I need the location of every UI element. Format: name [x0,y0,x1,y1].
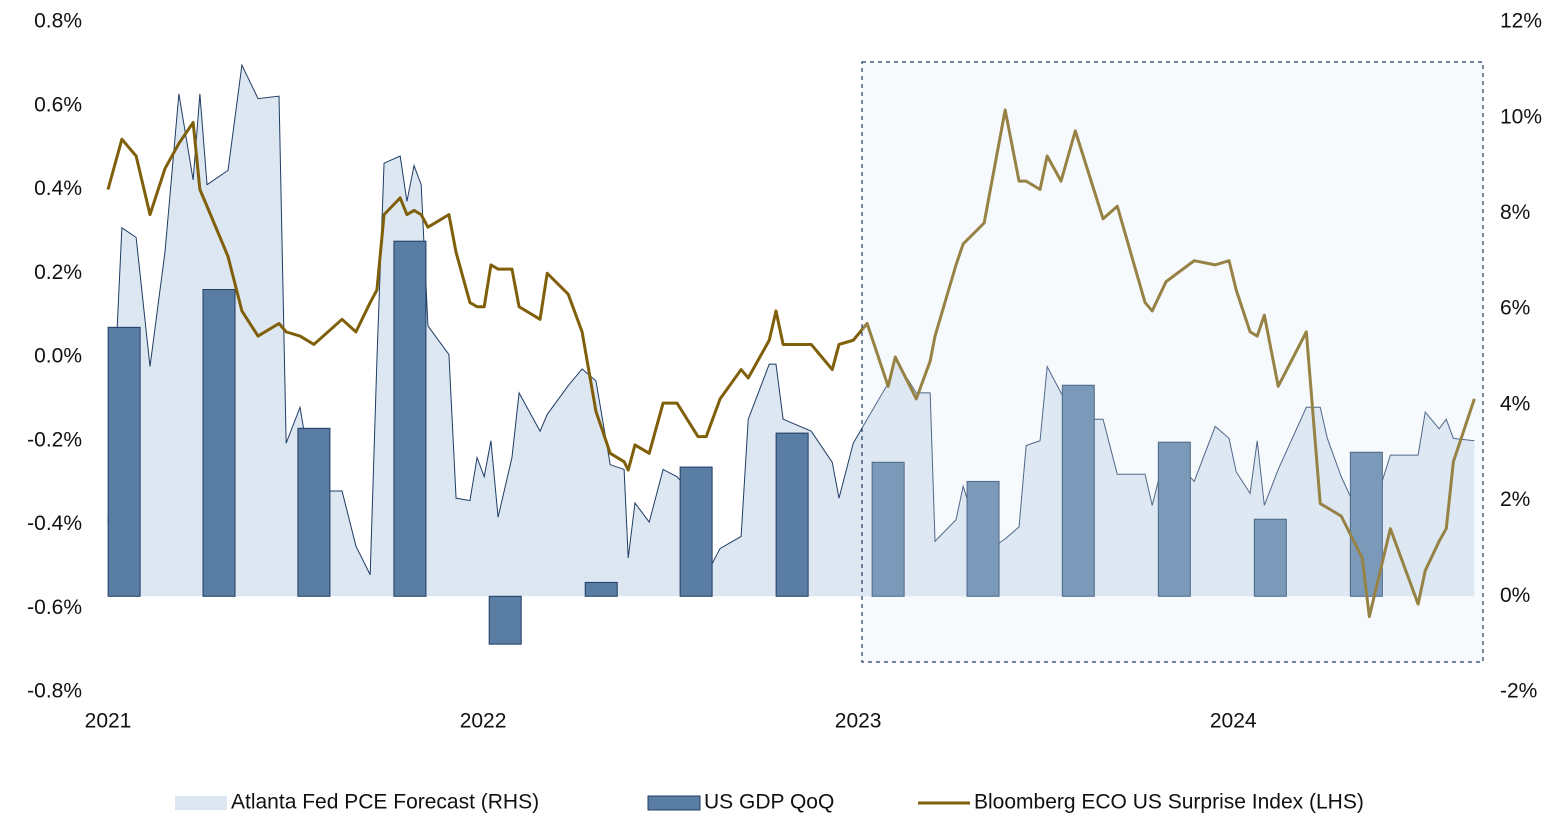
x-tick-label: 2022 [460,710,507,733]
y2-tick-label: 2% [1500,488,1530,511]
y2-tick-label: 8% [1500,201,1530,224]
bar [775,432,809,597]
y2-tick-label: 6% [1500,297,1530,320]
legend-label: US GDP QoQ [704,791,834,814]
y-tick-label: -0.2% [27,428,82,451]
highlight-box [861,61,1484,663]
bar [488,595,522,645]
y-tick-label: 0.2% [34,261,82,284]
bar [107,326,141,597]
y-tick-label: 0.0% [34,345,82,368]
y-tick-label: 0.4% [34,177,82,200]
y-tick-label: -0.8% [27,680,82,703]
y2-tick-label: 10% [1500,105,1542,128]
legend-label: Bloomberg ECO US Surprise Index (LHS) [974,791,1364,814]
bar [1349,451,1383,597]
bar [1061,384,1095,597]
bar [679,466,713,597]
x-tick-label: 2024 [1210,710,1257,733]
legend-swatch [647,795,701,811]
bar [584,581,618,597]
bar [1253,518,1287,597]
y-tick-label: -0.6% [27,596,82,619]
x-tick-label: 2021 [85,710,132,733]
y2-tick-label: 0% [1500,584,1530,607]
y2-tick-label: -2% [1500,680,1537,703]
legend-label: Atlanta Fed PCE Forecast (RHS) [231,791,539,814]
area-outline [107,63,1475,577]
plot-area [106,63,1476,645]
y-tick-label: 0.8% [34,10,82,33]
line [106,108,1476,619]
bar [202,289,236,597]
bar [393,240,427,597]
bar [871,461,905,597]
bar [1157,441,1191,597]
y-tick-label: 0.6% [34,93,82,116]
y2-tick-label: 4% [1500,392,1530,415]
bar [966,480,1000,597]
bar [297,427,331,597]
y-tick-label: -0.4% [27,512,82,535]
legend-swatch [175,796,227,810]
x-tick-label: 2023 [835,710,882,733]
area [108,65,1475,597]
y2-tick-label: 12% [1500,10,1542,33]
